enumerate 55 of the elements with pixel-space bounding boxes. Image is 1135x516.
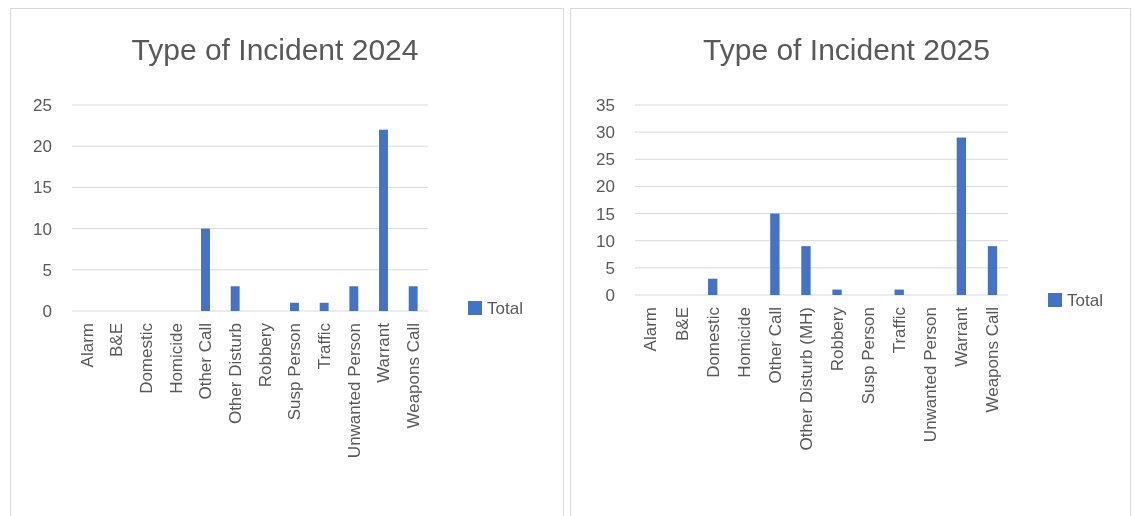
x-tick-label: Unwanted Person bbox=[344, 323, 364, 459]
y-tick-label: 10 bbox=[596, 231, 615, 251]
x-tick-label: B&E bbox=[107, 323, 127, 358]
chart-title: Type of Incident 2025 bbox=[703, 33, 990, 66]
x-tick-label: Robbery bbox=[827, 306, 847, 372]
bar bbox=[379, 129, 388, 311]
bar bbox=[408, 286, 418, 311]
x-tick-label: Unwanted Person bbox=[921, 307, 941, 443]
x-tick-label: Other Disturb bbox=[226, 323, 246, 425]
x-tick-label: Susp Person bbox=[859, 307, 879, 405]
x-tick-label: Other Call bbox=[196, 323, 216, 400]
bar bbox=[201, 228, 210, 311]
x-tick-label: Warrant bbox=[952, 306, 972, 367]
y-tick-label: 0 bbox=[42, 301, 52, 321]
y-tick-label: 5 bbox=[42, 260, 52, 280]
y-tick-label: 35 bbox=[596, 95, 615, 115]
bar bbox=[319, 302, 329, 311]
x-tick-label: Alarm bbox=[77, 323, 97, 368]
x-tick-label: Other Call bbox=[765, 307, 785, 384]
y-tick-label: 10 bbox=[33, 219, 52, 239]
y-tick-label: 20 bbox=[33, 137, 52, 157]
bar bbox=[290, 302, 299, 311]
x-tick-label: Homicide bbox=[166, 323, 186, 394]
bar bbox=[801, 246, 811, 295]
bar bbox=[956, 137, 967, 295]
bar bbox=[349, 286, 359, 311]
x-tick-label: Weapons Call bbox=[404, 323, 424, 429]
legend-label: Total bbox=[1067, 290, 1103, 310]
x-tick-label: Domestic bbox=[703, 306, 723, 378]
y-tick-label: 15 bbox=[596, 204, 615, 224]
x-tick-label: Domestic bbox=[137, 322, 157, 394]
x-tick-label: Traffic bbox=[315, 322, 335, 370]
x-tick-label: B&E bbox=[672, 307, 692, 342]
y-tick-label: 30 bbox=[596, 123, 615, 143]
x-tick-label: Traffic bbox=[890, 306, 910, 354]
x-tick-label: Other Disturb (MH) bbox=[796, 307, 816, 451]
x-tick-label: Susp Person bbox=[285, 323, 305, 421]
x-tick-label: Weapons Call bbox=[983, 307, 1003, 413]
bar bbox=[832, 289, 842, 295]
bar bbox=[708, 278, 718, 295]
y-tick-label: 5 bbox=[605, 258, 615, 278]
y-tick-label: 25 bbox=[33, 95, 52, 115]
y-tick-label: 25 bbox=[596, 150, 615, 170]
x-tick-label: Homicide bbox=[734, 307, 754, 378]
x-tick-label: Alarm bbox=[641, 307, 661, 352]
bar bbox=[770, 213, 780, 295]
y-tick-label: 0 bbox=[605, 285, 615, 305]
chart-title: Type of Incident 2024 bbox=[131, 33, 419, 66]
x-tick-label: Warrant bbox=[374, 322, 394, 383]
y-tick-label: 20 bbox=[596, 177, 615, 197]
x-tick-label: Robbery bbox=[255, 322, 275, 388]
bar bbox=[230, 286, 240, 311]
legend-label: Total bbox=[487, 298, 523, 318]
y-tick-label: 15 bbox=[33, 178, 52, 198]
bar bbox=[987, 246, 998, 295]
